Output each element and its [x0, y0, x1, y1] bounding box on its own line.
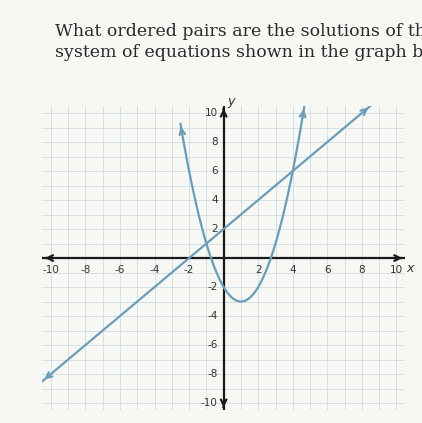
Text: -8: -8 — [80, 265, 91, 275]
Text: system of equations shown in the graph below?: system of equations shown in the graph b… — [55, 44, 422, 61]
Text: -8: -8 — [207, 369, 218, 379]
Text: y: y — [227, 95, 234, 108]
Text: 2: 2 — [255, 265, 262, 275]
Text: 6: 6 — [211, 166, 218, 176]
Text: 2: 2 — [211, 224, 218, 234]
Text: -4: -4 — [207, 311, 218, 321]
Text: 10: 10 — [205, 108, 218, 118]
Text: 8: 8 — [359, 265, 365, 275]
Text: -6: -6 — [115, 265, 125, 275]
Text: 6: 6 — [324, 265, 331, 275]
Text: -4: -4 — [149, 265, 160, 275]
Text: -2: -2 — [184, 265, 194, 275]
Text: 10: 10 — [390, 265, 403, 275]
Text: 8: 8 — [211, 137, 218, 147]
Text: What ordered pairs are the solutions of the: What ordered pairs are the solutions of … — [55, 23, 422, 40]
Text: 4: 4 — [211, 195, 218, 205]
Text: 4: 4 — [289, 265, 296, 275]
Text: -10: -10 — [42, 265, 59, 275]
Text: -6: -6 — [207, 340, 218, 350]
Text: -10: -10 — [201, 398, 218, 408]
Text: -2: -2 — [207, 282, 218, 292]
Text: x: x — [407, 262, 414, 275]
